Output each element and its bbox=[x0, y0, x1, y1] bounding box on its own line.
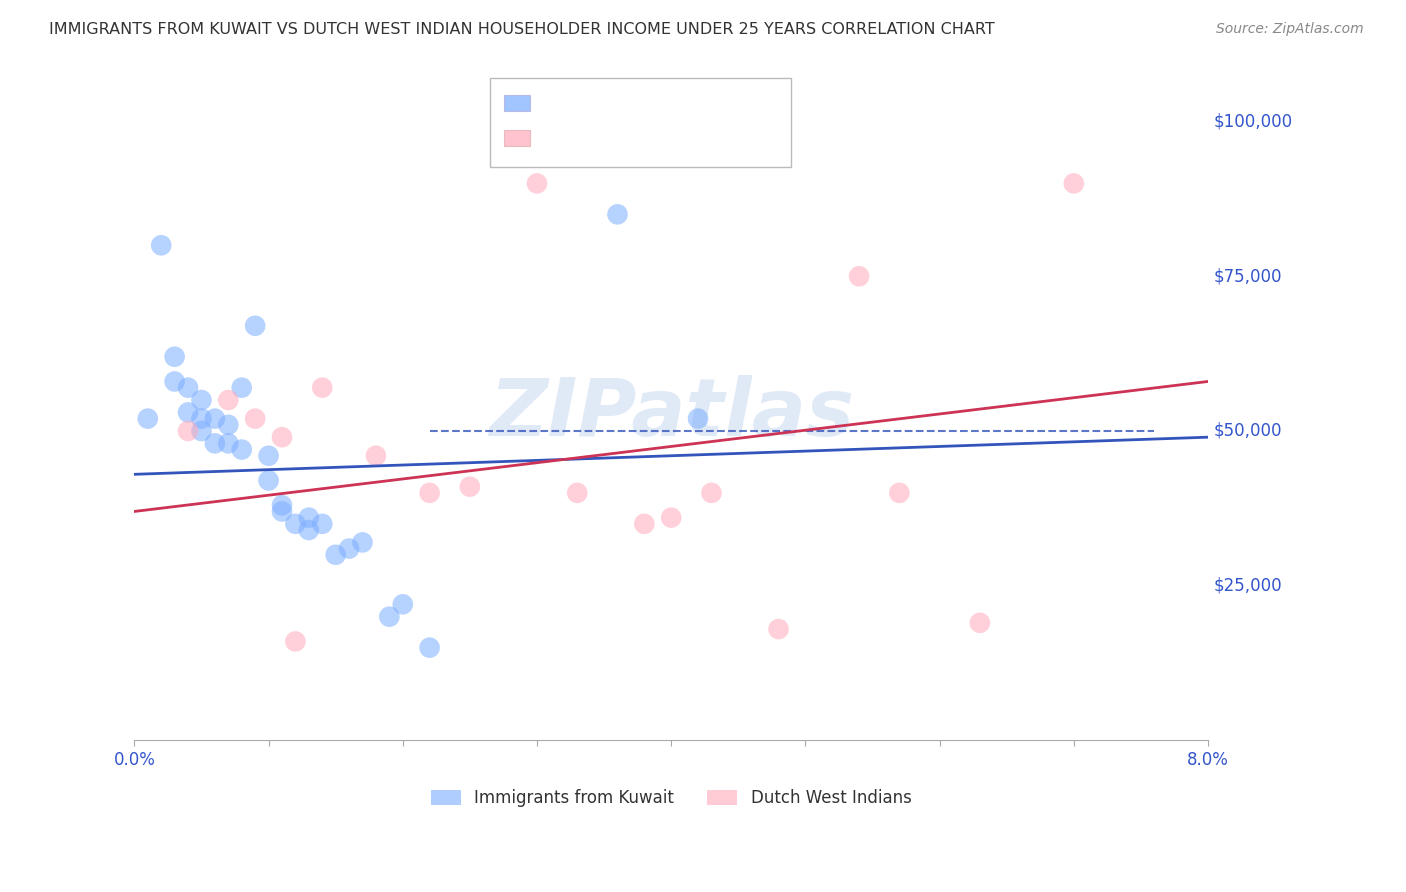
Point bbox=[217, 436, 239, 450]
Point bbox=[271, 504, 294, 518]
Point bbox=[391, 597, 413, 611]
Point bbox=[352, 535, 374, 549]
Point bbox=[204, 436, 226, 450]
Point bbox=[686, 411, 709, 425]
Legend: Immigrants from Kuwait, Dutch West Indians: Immigrants from Kuwait, Dutch West India… bbox=[425, 782, 918, 814]
Text: N =: N = bbox=[621, 95, 669, 110]
Point bbox=[969, 615, 991, 630]
Point bbox=[257, 474, 280, 488]
Point bbox=[606, 207, 628, 221]
Point bbox=[284, 634, 307, 648]
Point bbox=[177, 381, 200, 395]
Point bbox=[378, 609, 401, 624]
Point bbox=[768, 622, 790, 636]
Point bbox=[150, 238, 173, 252]
Point bbox=[311, 381, 333, 395]
Point bbox=[1063, 177, 1085, 191]
Point bbox=[243, 318, 266, 333]
Point bbox=[311, 516, 333, 531]
Point bbox=[163, 375, 186, 389]
Text: $25,000: $25,000 bbox=[1213, 577, 1282, 595]
Point bbox=[257, 449, 280, 463]
Point bbox=[526, 177, 548, 191]
Point bbox=[298, 510, 321, 524]
Text: $75,000: $75,000 bbox=[1213, 268, 1282, 285]
Point bbox=[364, 449, 387, 463]
Text: $50,000: $50,000 bbox=[1213, 422, 1282, 440]
Point bbox=[633, 516, 655, 531]
Text: 19: 19 bbox=[671, 131, 692, 145]
Point bbox=[177, 405, 200, 419]
Point bbox=[190, 424, 212, 438]
Point bbox=[231, 381, 253, 395]
Point bbox=[243, 411, 266, 425]
Point bbox=[217, 417, 239, 432]
Text: R =: R = bbox=[540, 95, 572, 110]
Point bbox=[271, 430, 294, 444]
Text: ZIPatlas: ZIPatlas bbox=[489, 375, 853, 452]
Point bbox=[889, 486, 911, 500]
Point bbox=[700, 486, 723, 500]
Point bbox=[337, 541, 360, 556]
Point bbox=[848, 269, 870, 284]
Point bbox=[177, 424, 200, 438]
Point bbox=[190, 411, 212, 425]
Text: 0.036: 0.036 bbox=[579, 95, 627, 110]
Point bbox=[659, 510, 682, 524]
Text: Source: ZipAtlas.com: Source: ZipAtlas.com bbox=[1216, 22, 1364, 37]
Text: 0.180: 0.180 bbox=[579, 131, 627, 145]
Point bbox=[163, 350, 186, 364]
Point bbox=[271, 498, 294, 512]
Point bbox=[204, 411, 226, 425]
Text: 32: 32 bbox=[671, 95, 692, 110]
Point bbox=[567, 486, 589, 500]
Text: IMMIGRANTS FROM KUWAIT VS DUTCH WEST INDIAN HOUSEHOLDER INCOME UNDER 25 YEARS CO: IMMIGRANTS FROM KUWAIT VS DUTCH WEST IND… bbox=[49, 22, 995, 37]
Point bbox=[325, 548, 347, 562]
Point bbox=[419, 640, 441, 655]
Text: $100,000: $100,000 bbox=[1213, 112, 1292, 130]
Text: N =: N = bbox=[621, 131, 669, 145]
Point bbox=[190, 392, 212, 407]
Point bbox=[231, 442, 253, 457]
Text: R =: R = bbox=[540, 131, 572, 145]
Point bbox=[217, 392, 239, 407]
Point bbox=[284, 516, 307, 531]
Point bbox=[136, 411, 159, 425]
Point bbox=[458, 480, 481, 494]
Point bbox=[298, 523, 321, 537]
Point bbox=[419, 486, 441, 500]
